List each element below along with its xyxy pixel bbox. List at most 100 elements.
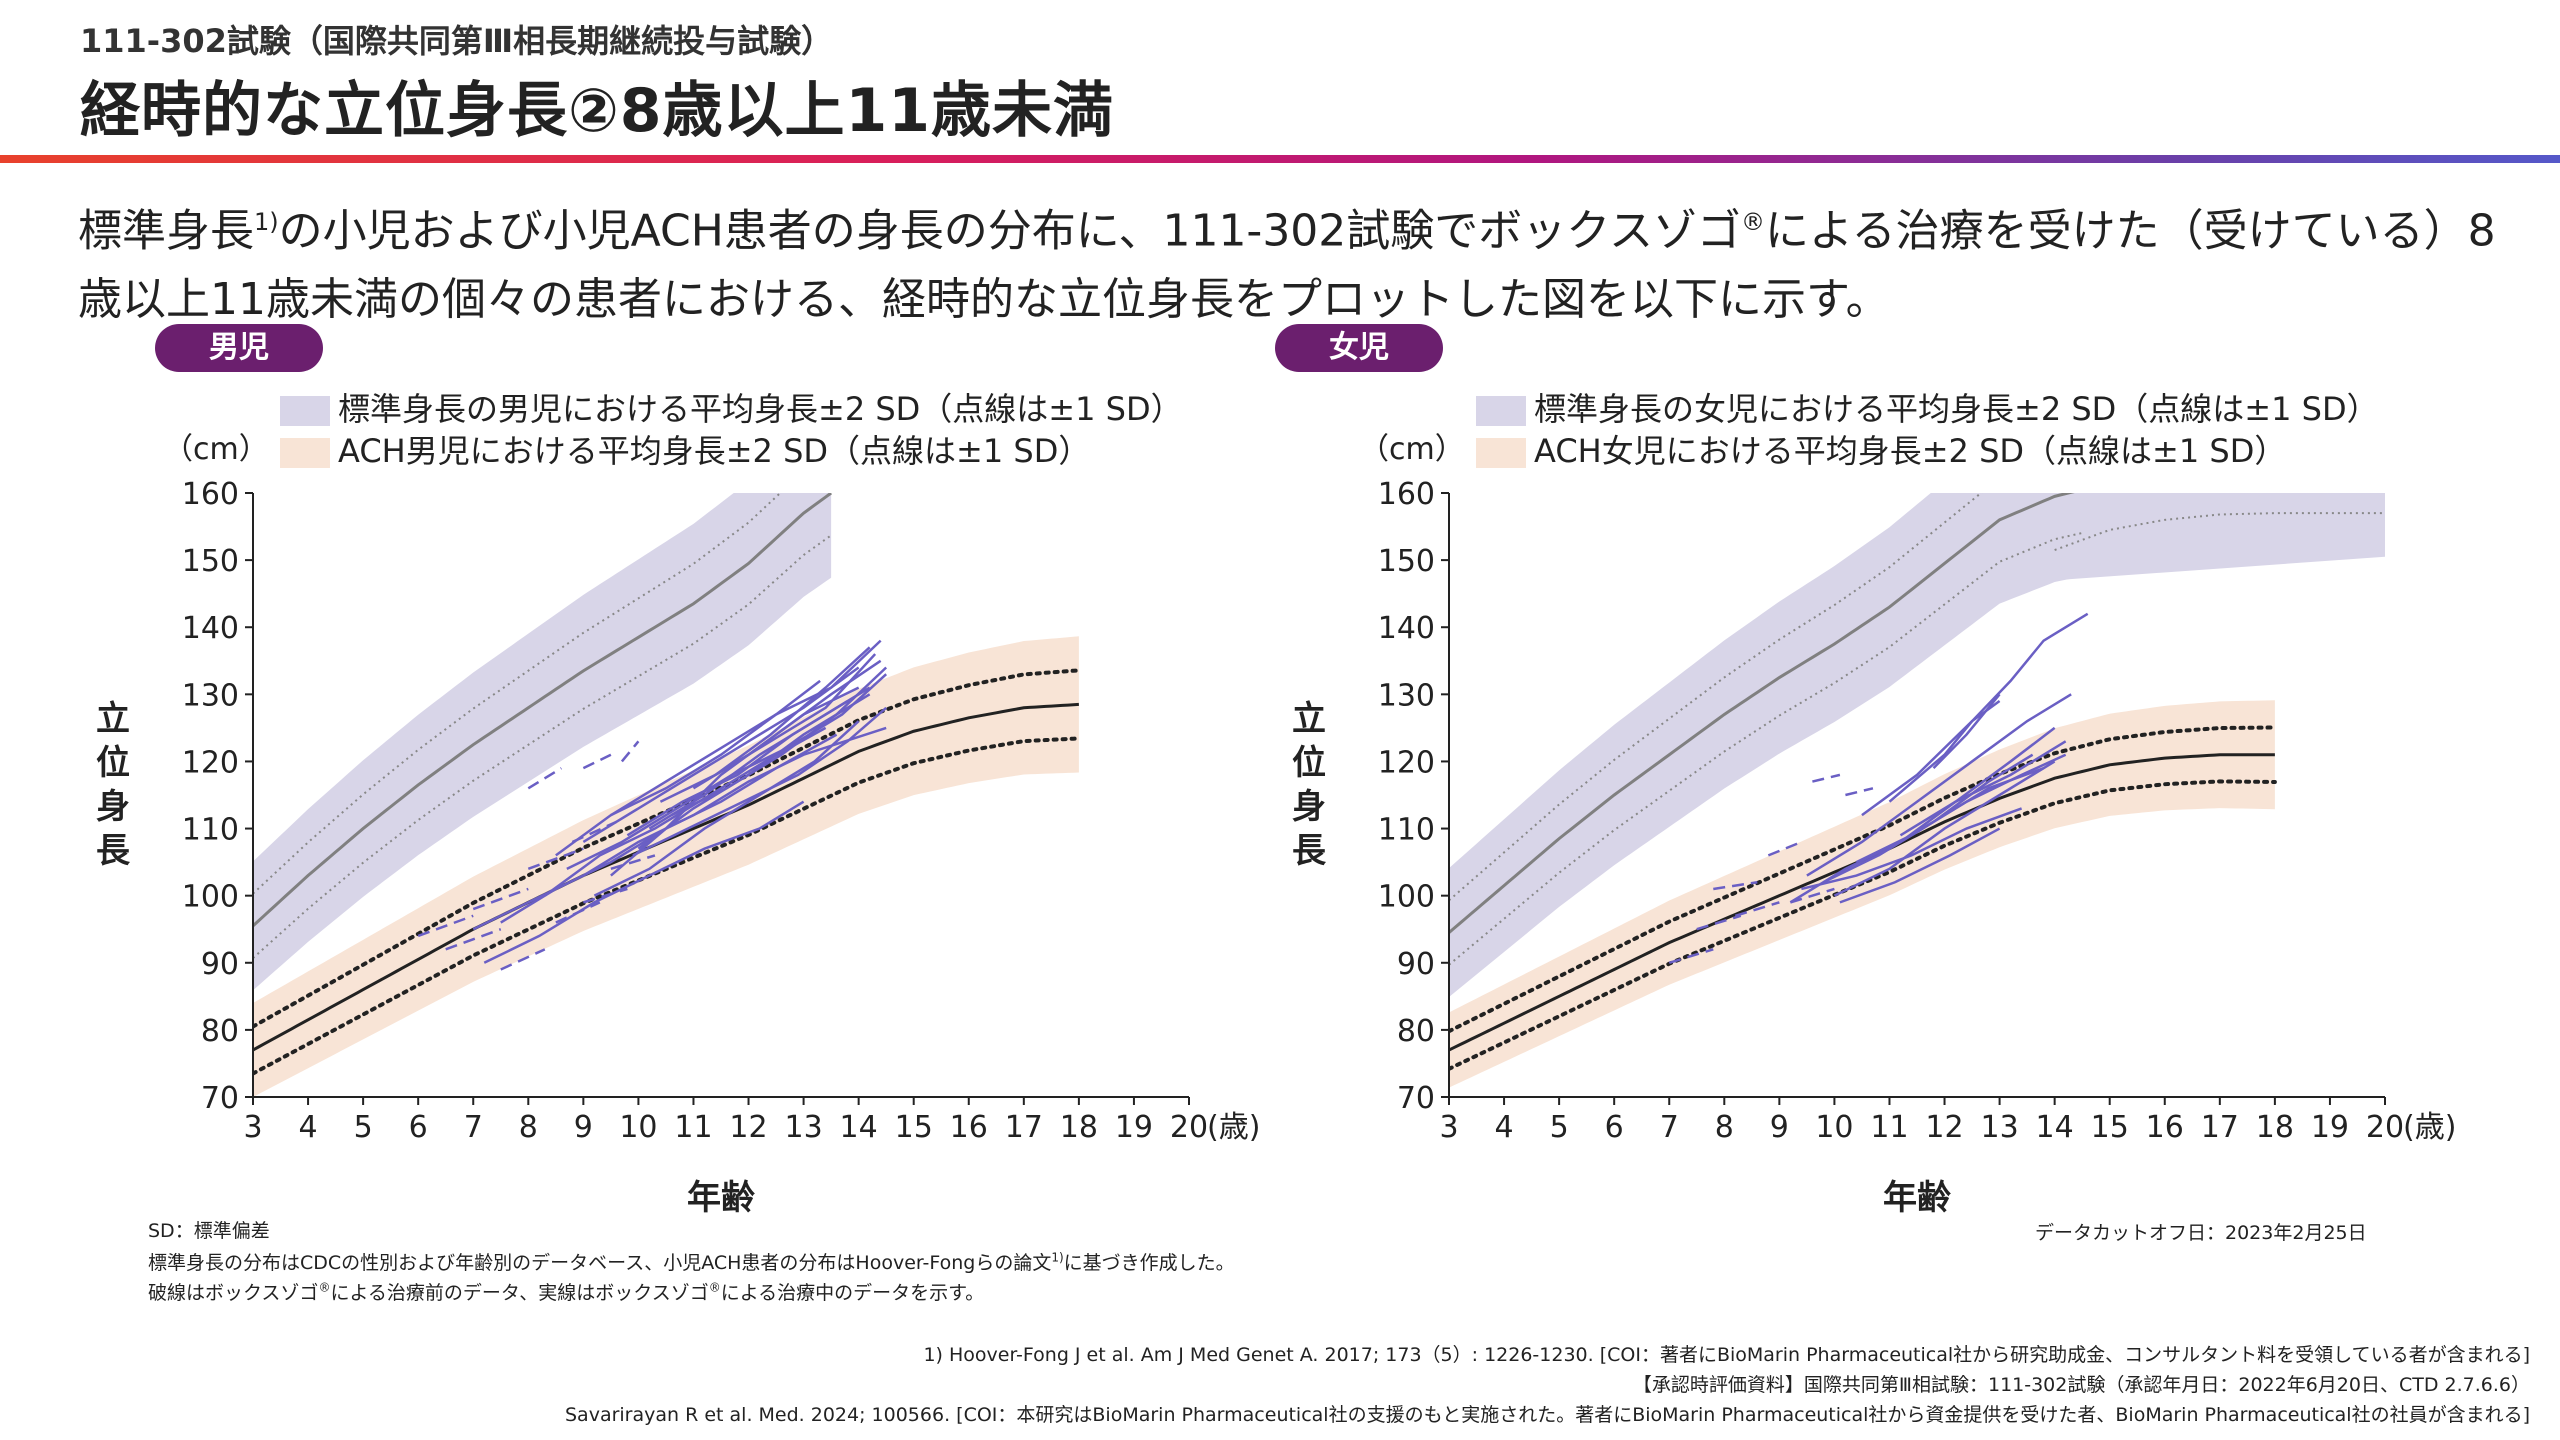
legend-label-ach-boys: ACH男児における平均身長±2 SD（点線は±1 SD）	[338, 432, 1091, 470]
lead-paragraph: 標準身長1)の小児および小児ACH患者の身長の分布に、111-302試験でボック…	[78, 188, 2498, 334]
x-tick-label: 18	[2256, 1110, 2294, 1145]
lead-text-3: による治療を受けた（受けている）8歳以上11歳未満の個々の患者における、経時的な…	[78, 205, 2496, 325]
patient-on-treatment-line	[1833, 760, 2056, 897]
x-tick-label: 4	[1495, 1110, 1514, 1145]
legend-label-standard-girls: 標準身長の女児における平均身長±2 SD（点線は±1 SD）	[1534, 390, 2379, 428]
x-tick-label: 5	[354, 1110, 373, 1145]
y-tick-label: 100	[1378, 880, 1435, 915]
patient-on-treatment-line	[626, 699, 849, 837]
reference-1: 1) Hoover-Fong J et al. Am J Med Genet A…	[923, 1344, 2530, 1366]
y-tick-label: 80	[1397, 1014, 1435, 1049]
standard-band	[1449, 493, 2083, 998]
plot-area	[1449, 493, 2385, 1088]
y-axis-title: 立位身長	[96, 699, 131, 871]
x-tick-label: 12	[729, 1110, 767, 1145]
legend-ach-boys: ACH男児における平均身長±2 SD（点線は±1 SD）	[280, 426, 1090, 470]
patient-pre-treatment-line	[1812, 773, 1841, 783]
x-tick-label: 16	[950, 1110, 988, 1145]
y-tick-label: 70	[1397, 1081, 1435, 1116]
patient-on-treatment-line	[610, 639, 882, 817]
legend-standard-boys: 標準身長の男児における平均身長±2 SD（点線は±1 SD）	[280, 384, 1183, 428]
patient-on-treatment-line	[555, 679, 821, 857]
standard-sd-lower-line	[253, 534, 832, 959]
patient-pre-treatment-line	[500, 948, 546, 971]
standard-sd-upper-line	[1449, 493, 1983, 902]
patient-pre-treatment-line	[1767, 840, 1802, 857]
legend-swatch-ach	[280, 438, 330, 468]
x-tick-label: 4	[299, 1110, 318, 1145]
patient-on-treatment-line	[1877, 753, 2034, 857]
chart-panel-0: 70 80 90 100 110 120 130 140 150 160 3 4 5 6 7 8 9 10 11 12…	[96, 432, 1260, 1218]
reference-3: Savarirayan R et al. Med. 2024; 100566. …	[565, 1404, 2530, 1426]
legend-swatch-ach-girls	[1476, 438, 1526, 468]
x-tick-label: 9	[1770, 1110, 1789, 1145]
y-unit-label: （cm）	[163, 432, 269, 467]
patient-pre-treatment-line	[1734, 901, 1780, 917]
x-tick-label: 10	[1815, 1110, 1853, 1145]
x-tick-label: 12	[1925, 1110, 1963, 1145]
legend-standard-girls: 標準身長の女児における平均身長±2 SD（点線は±1 SD）	[1476, 384, 2379, 428]
footnote-sd: SD：標準偏差	[148, 1220, 270, 1242]
x-tick-label: 20	[1170, 1110, 1208, 1145]
patient-pre-treatment-line	[1789, 887, 1835, 904]
y-tick-label: 70	[201, 1081, 239, 1116]
x-tick-label: 6	[1605, 1110, 1624, 1145]
lead-text-2: の小児および小児ACH患者の身長の分布に、111-302試験でボックスゾゴ	[278, 205, 1741, 257]
x-tick-label: 6	[409, 1110, 428, 1145]
x-tick-label: 20	[2366, 1110, 2404, 1145]
standard-band-plateau	[2054, 493, 2385, 581]
patient-pre-treatment-line	[1713, 881, 1758, 891]
footnote-lines-b: による治療前のデータ、実線はボックスゾゴ	[330, 1282, 709, 1304]
y-tick-label: 160	[1378, 477, 1435, 512]
patient-pre-treatment-line	[1696, 914, 1742, 931]
x-tick-label: 8	[519, 1110, 538, 1145]
footnote-lines: 破線はボックスゾゴ®による治療前のデータ、実線はボックスゾゴ®による治療中のデー…	[148, 1278, 984, 1305]
y-tick-label: 110	[182, 813, 239, 848]
standard-band	[253, 493, 832, 991]
x-tick-label: 11	[1870, 1110, 1908, 1145]
y-tick-label: 140	[1378, 611, 1435, 646]
patient-on-treatment-line	[1806, 693, 2072, 877]
patient-on-treatment-line	[483, 800, 805, 964]
patient-pre-treatment-line	[417, 914, 474, 938]
x-tick-label: 13	[1980, 1110, 2018, 1145]
badge-girls: 女児	[1275, 324, 1443, 372]
y-tick-label: 130	[182, 678, 239, 713]
x-tick-label: 16	[2146, 1110, 2184, 1145]
y-unit-label: （cm）	[1359, 432, 1465, 467]
standard-sd-lower-line	[1449, 531, 2083, 966]
data-cutoff: データカットオフ日：2023年2月25日	[2035, 1222, 2367, 1244]
patient-on-treatment-line	[593, 720, 860, 897]
x-unit-label: (歳)	[1207, 1110, 1260, 1145]
footnote-lines-a: 破線はボックスゾゴ	[148, 1282, 319, 1304]
page-title: 経時的な立位身長②8歳以上11歳未満	[80, 76, 1115, 146]
footnote-lines-reg2: ®	[708, 1280, 721, 1295]
x-tick-label: 5	[1550, 1110, 1569, 1145]
x-tick-label: 19	[1115, 1110, 1153, 1145]
patient-pre-treatment-line	[1668, 948, 1714, 964]
y-tick-label: 100	[182, 880, 239, 915]
footnote-source: 標準身長の分布はCDCの性別および年齢別のデータベース、小児ACH患者の分布はH…	[148, 1248, 1235, 1275]
x-tick-label: 17	[1005, 1110, 1043, 1145]
patient-pre-treatment-line	[527, 767, 562, 790]
patient-on-treatment-line	[1932, 693, 2001, 770]
x-tick-label: 15	[895, 1110, 933, 1145]
footnote-source-text: 標準身長の分布はCDCの性別および年齢別のデータベース、小児ACH患者の分布はH…	[148, 1252, 1052, 1274]
x-tick-label: 11	[674, 1110, 712, 1145]
y-tick-label: 150	[182, 544, 239, 579]
patient-on-treatment-line	[1861, 612, 2089, 817]
lead-reg: ®	[1740, 208, 1765, 236]
legend-ach-girls: ACH女児における平均身長±2 SD（点線は±1 SD）	[1476, 426, 2286, 470]
x-tick-label: 10	[619, 1110, 657, 1145]
x-tick-label: 19	[2311, 1110, 2349, 1145]
y-tick-label: 150	[1378, 544, 1435, 579]
footnote-lines-reg1: ®	[318, 1280, 331, 1295]
x-tick-label: 3	[243, 1110, 262, 1145]
badge-boys: 男児	[155, 324, 323, 372]
lead-ref: 1)	[254, 208, 279, 236]
patient-on-treatment-line	[632, 706, 887, 857]
patient-pre-treatment-line	[445, 928, 502, 951]
standard-sd-line-plateau	[2054, 512, 2385, 551]
reference-2: 【承認時評価資料】国際共同第Ⅲ相試験：111-302試験（承認年月日：2022年…	[1632, 1374, 2530, 1396]
